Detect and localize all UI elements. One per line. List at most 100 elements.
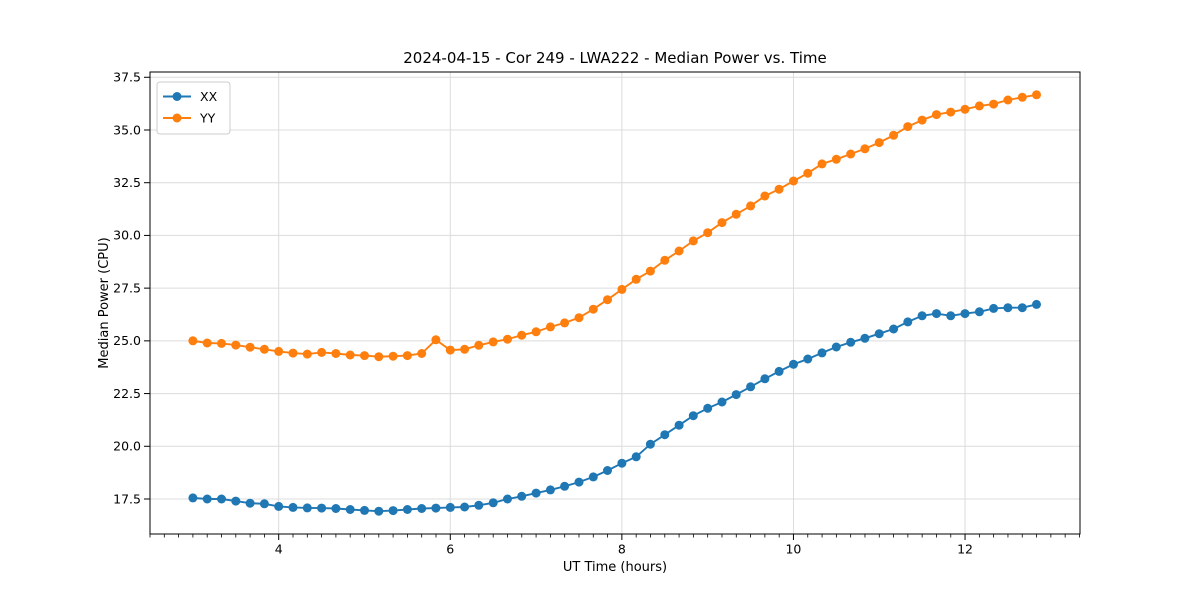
data-point <box>731 209 741 219</box>
data-point <box>946 311 956 321</box>
data-point <box>188 336 198 346</box>
data-point <box>503 334 512 344</box>
series-xx <box>188 299 1041 516</box>
data-point <box>760 191 770 201</box>
data-point <box>331 349 341 358</box>
data-point <box>288 348 298 358</box>
data-point <box>360 351 369 361</box>
data-point <box>517 330 527 340</box>
data-point <box>603 295 612 305</box>
data-point <box>360 505 369 515</box>
data-point <box>974 307 984 317</box>
x-axis: 4 6 8 10 12 <box>149 534 1080 557</box>
data-point <box>402 505 412 514</box>
data-point <box>688 411 698 421</box>
x-tick-label: 8 <box>618 542 626 557</box>
x-tick-label: 10 <box>785 542 801 557</box>
chart-title: 2024-04-15 - Cor 249 - LWA222 - Median P… <box>403 49 827 67</box>
data-point <box>531 488 541 498</box>
data-point <box>460 344 470 354</box>
data-point <box>603 466 612 475</box>
data-point <box>488 337 498 347</box>
data-point <box>846 337 856 347</box>
data-point <box>746 201 756 211</box>
data-point <box>903 317 913 327</box>
data-point <box>545 485 555 495</box>
data-point <box>817 159 827 169</box>
data-point <box>503 494 512 504</box>
data-point <box>588 472 598 482</box>
data-point <box>617 458 627 468</box>
data-point <box>674 246 684 256</box>
data-point <box>374 352 384 362</box>
data-point <box>331 504 341 513</box>
data-point <box>517 491 527 501</box>
data-point <box>1032 90 1041 100</box>
data-point <box>231 340 241 350</box>
data-point <box>588 304 598 314</box>
data-point <box>245 498 255 508</box>
data-point <box>789 176 798 186</box>
y-tick-label: 30.0 <box>113 228 141 243</box>
data-point <box>488 498 498 508</box>
data-point <box>703 228 713 238</box>
data-point <box>846 149 856 159</box>
data-point <box>202 494 212 504</box>
legend-sample-marker <box>172 113 182 123</box>
data-point <box>645 439 655 449</box>
data-point <box>703 403 713 413</box>
data-point <box>917 311 927 321</box>
data-point <box>946 107 956 117</box>
data-point <box>259 344 269 354</box>
data-point <box>746 382 756 392</box>
series-line <box>192 93 1037 358</box>
data-point <box>188 493 198 503</box>
data-point <box>803 354 813 364</box>
data-point <box>674 420 684 430</box>
y-axis: 17.5 20.0 22.5 25.0 27.5 30.0 32.5 35.0 37.5 <box>113 70 150 506</box>
y-tick-label: 25.0 <box>113 333 141 348</box>
data-point <box>717 218 727 228</box>
data-point <box>903 122 913 132</box>
data-point <box>889 130 899 140</box>
data-point <box>317 503 327 513</box>
data-point <box>803 168 813 178</box>
data-point <box>431 503 441 513</box>
y-tick-label: 35.0 <box>113 122 141 137</box>
legend-item-xx: XX <box>163 89 218 104</box>
data-point <box>860 144 870 154</box>
data-point <box>560 481 570 491</box>
data-point <box>574 313 584 323</box>
y-tick-label: 37.5 <box>113 70 141 85</box>
data-point <box>1003 303 1013 313</box>
data-point <box>345 505 355 514</box>
data-point <box>731 390 741 400</box>
data-point <box>774 184 784 194</box>
data-point <box>831 342 841 352</box>
data-point <box>388 506 398 516</box>
data-point <box>317 347 327 357</box>
data-point <box>259 499 269 509</box>
data-point <box>302 349 312 359</box>
data-point <box>960 309 970 319</box>
data-point <box>660 255 670 265</box>
data-point <box>202 338 212 348</box>
data-point <box>889 324 899 334</box>
data-point <box>417 504 427 513</box>
y-tick-label: 20.0 <box>113 439 141 454</box>
plot-border <box>149 71 1081 535</box>
data-point <box>1017 303 1027 313</box>
data-point <box>1017 92 1027 102</box>
data-point <box>231 496 241 506</box>
data-point <box>688 236 698 246</box>
x-axis-label: UT Time (hours) <box>562 560 668 575</box>
data-point <box>302 503 312 513</box>
data-point <box>288 502 298 512</box>
data-point <box>460 502 470 512</box>
data-point <box>345 350 355 360</box>
data-point <box>760 374 770 384</box>
data-point <box>1032 299 1041 309</box>
data-point <box>860 333 870 343</box>
legend-item-yy: YY <box>163 110 216 125</box>
legend-sample-marker <box>172 92 182 101</box>
